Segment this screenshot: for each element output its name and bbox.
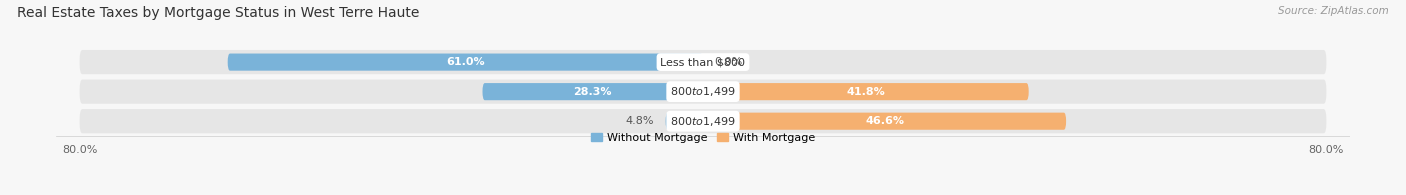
Text: Real Estate Taxes by Mortgage Status in West Terre Haute: Real Estate Taxes by Mortgage Status in … [17,6,419,20]
FancyBboxPatch shape [80,80,1326,104]
FancyBboxPatch shape [80,109,1326,133]
FancyBboxPatch shape [482,83,703,100]
Text: 4.8%: 4.8% [626,116,654,126]
Text: 0.0%: 0.0% [714,57,742,67]
FancyBboxPatch shape [703,83,1029,100]
Text: 61.0%: 61.0% [446,57,485,67]
Text: 41.8%: 41.8% [846,87,886,97]
Text: Less than $800: Less than $800 [661,57,745,67]
Text: $800 to $1,499: $800 to $1,499 [671,85,735,98]
Text: $800 to $1,499: $800 to $1,499 [671,115,735,128]
Text: 46.6%: 46.6% [865,116,904,126]
Legend: Without Mortgage, With Mortgage: Without Mortgage, With Mortgage [591,133,815,143]
Text: 28.3%: 28.3% [574,87,612,97]
Text: Source: ZipAtlas.com: Source: ZipAtlas.com [1278,6,1389,16]
FancyBboxPatch shape [228,54,703,71]
FancyBboxPatch shape [80,50,1326,74]
FancyBboxPatch shape [665,113,703,130]
FancyBboxPatch shape [703,113,1066,130]
